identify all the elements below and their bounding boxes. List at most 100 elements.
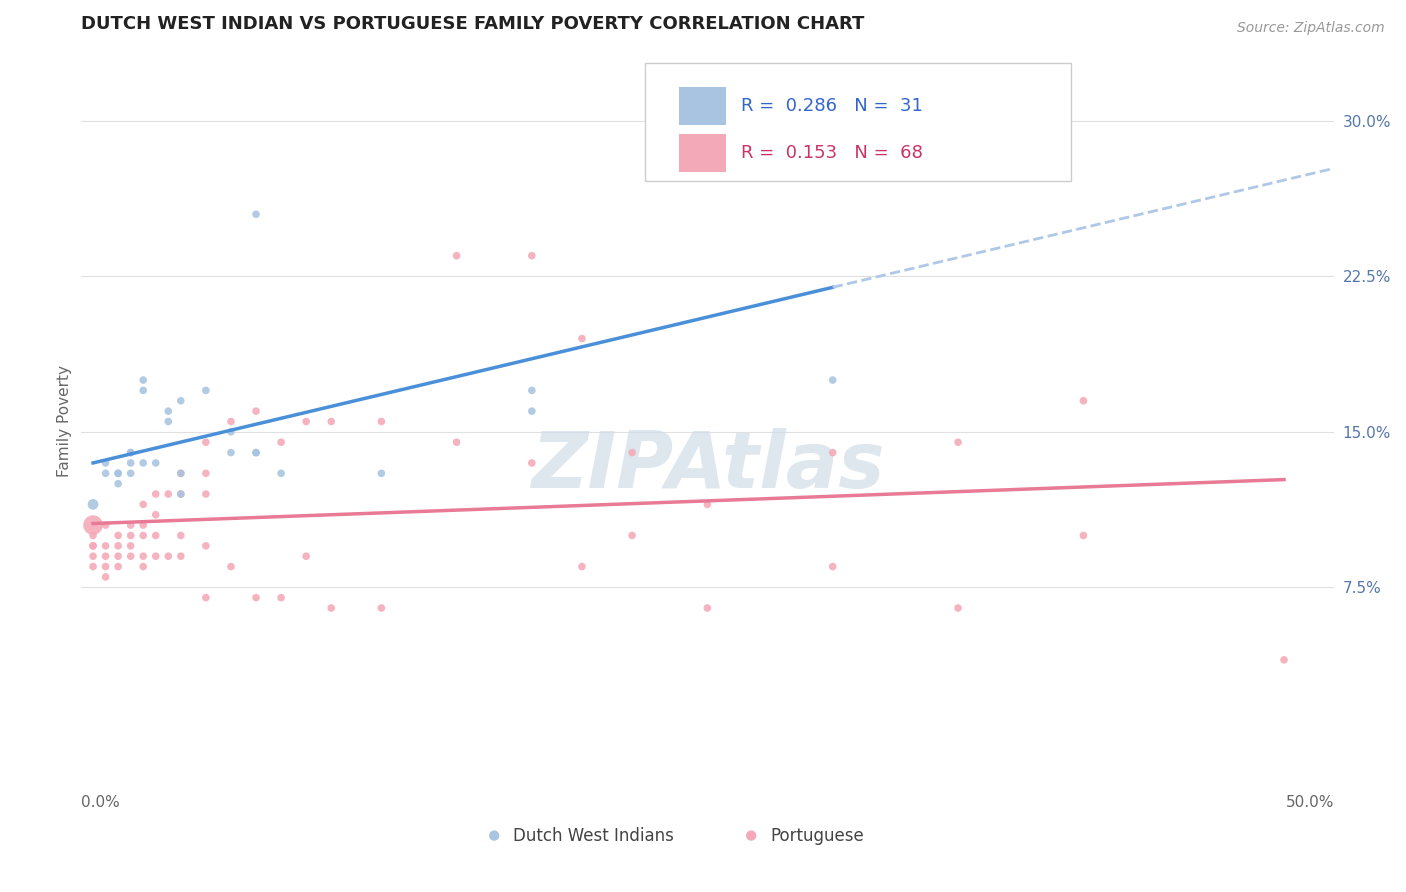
- Y-axis label: Family Poverty: Family Poverty: [58, 366, 72, 477]
- Point: [170, 528, 193, 542]
- Point: [145, 528, 167, 542]
- Point: [120, 528, 142, 542]
- Point: [245, 591, 267, 605]
- Point: [520, 384, 543, 398]
- Point: [107, 476, 129, 491]
- Point: [94, 467, 117, 481]
- Point: [132, 456, 155, 470]
- Point: [132, 518, 155, 533]
- Point: [194, 591, 217, 605]
- Point: [321, 415, 343, 429]
- Point: [946, 435, 969, 450]
- Point: [82, 539, 104, 553]
- Point: [120, 445, 142, 459]
- Point: [157, 487, 180, 501]
- Text: 50.0%: 50.0%: [1286, 795, 1334, 810]
- Point: [145, 549, 167, 564]
- Point: [120, 445, 142, 459]
- Point: [145, 508, 167, 522]
- Point: [194, 467, 217, 481]
- Point: [194, 384, 217, 398]
- Point: [157, 404, 180, 418]
- Point: [107, 467, 129, 481]
- Point: [94, 539, 117, 553]
- FancyBboxPatch shape: [645, 63, 1071, 181]
- Point: [82, 528, 104, 542]
- Point: [82, 518, 104, 533]
- Point: [446, 249, 468, 263]
- Point: [772, 135, 794, 149]
- Point: [1073, 393, 1095, 408]
- Point: [94, 518, 117, 533]
- Point: [621, 528, 644, 542]
- Text: R =  0.286   N =  31: R = 0.286 N = 31: [741, 97, 924, 115]
- Point: [194, 539, 217, 553]
- Point: [132, 549, 155, 564]
- Text: R =  0.153   N =  68: R = 0.153 N = 68: [741, 144, 924, 162]
- Point: [120, 467, 142, 481]
- Point: [219, 559, 242, 574]
- Point: [245, 404, 267, 418]
- Point: [370, 601, 392, 615]
- Point: [170, 393, 193, 408]
- Point: [946, 601, 969, 615]
- Point: [120, 456, 142, 470]
- Point: [120, 539, 142, 553]
- Point: [897, 849, 920, 863]
- Point: [370, 467, 392, 481]
- Point: [245, 207, 267, 221]
- Point: [94, 549, 117, 564]
- Point: [245, 445, 267, 459]
- Point: [94, 570, 117, 584]
- Point: [170, 467, 193, 481]
- Point: [107, 549, 129, 564]
- Point: [170, 467, 193, 481]
- Point: [107, 539, 129, 553]
- Point: [132, 497, 155, 511]
- Point: [94, 456, 117, 470]
- Point: [157, 415, 180, 429]
- Bar: [679, 134, 725, 171]
- Point: [194, 487, 217, 501]
- Text: ZIPAtlas: ZIPAtlas: [530, 428, 884, 504]
- Point: [132, 559, 155, 574]
- Point: [107, 528, 129, 542]
- Point: [120, 549, 142, 564]
- Point: [132, 373, 155, 387]
- Point: [245, 445, 267, 459]
- Point: [520, 249, 543, 263]
- Point: [82, 559, 104, 574]
- Point: [270, 591, 292, 605]
- Point: [1073, 528, 1095, 542]
- Text: Source: ZipAtlas.com: Source: ZipAtlas.com: [1237, 21, 1385, 35]
- Point: [107, 467, 129, 481]
- Point: [157, 549, 180, 564]
- Point: [82, 497, 104, 511]
- Point: [520, 456, 543, 470]
- Text: Dutch West Indians: Dutch West Indians: [513, 827, 673, 845]
- Point: [821, 445, 844, 459]
- Point: [219, 445, 242, 459]
- Point: [170, 549, 193, 564]
- Point: [370, 415, 392, 429]
- Bar: [679, 87, 725, 125]
- Point: [132, 528, 155, 542]
- Point: [295, 549, 318, 564]
- Point: [132, 384, 155, 398]
- Point: [295, 415, 318, 429]
- Point: [82, 539, 104, 553]
- Point: [170, 487, 193, 501]
- Point: [571, 559, 593, 574]
- Point: [107, 559, 129, 574]
- Point: [446, 435, 468, 450]
- Point: [1272, 653, 1295, 667]
- Point: [194, 435, 217, 450]
- Point: [321, 601, 343, 615]
- Point: [120, 518, 142, 533]
- Text: DUTCH WEST INDIAN VS PORTUGUESE FAMILY POVERTY CORRELATION CHART: DUTCH WEST INDIAN VS PORTUGUESE FAMILY P…: [80, 15, 863, 33]
- Point: [94, 559, 117, 574]
- Point: [520, 404, 543, 418]
- Point: [270, 467, 292, 481]
- Text: Portuguese: Portuguese: [770, 827, 863, 845]
- Point: [170, 487, 193, 501]
